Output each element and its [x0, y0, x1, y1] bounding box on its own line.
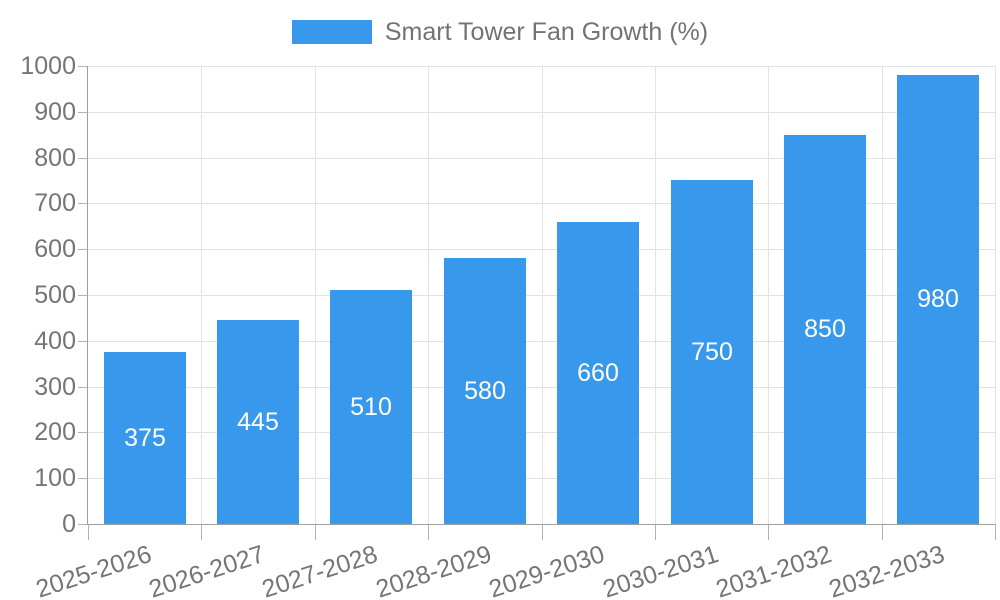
y-tick — [78, 158, 88, 159]
y-gridline — [88, 387, 995, 388]
x-tick-label: 2031-2032 — [712, 540, 836, 600]
y-gridline — [88, 112, 995, 113]
y-tick-label: 300 — [34, 373, 76, 401]
x-tick — [315, 524, 316, 540]
y-tick-label: 400 — [34, 327, 76, 355]
x-tick — [542, 524, 543, 540]
x-gridline — [655, 66, 656, 524]
bar: 750 — [671, 180, 753, 524]
x-tick — [428, 524, 429, 540]
bar: 850 — [784, 135, 866, 524]
y-tick — [78, 295, 88, 296]
x-tick — [995, 524, 996, 540]
y-tick — [78, 66, 88, 67]
y-tick — [78, 432, 88, 433]
x-tick-label: 2026-2027 — [145, 540, 269, 600]
x-tick-label: 2027-2028 — [258, 540, 382, 600]
y-gridline — [88, 66, 995, 67]
x-gridline — [315, 66, 316, 524]
x-tick — [882, 524, 883, 540]
y-tick-label: 200 — [34, 418, 76, 446]
y-tick-label: 1000 — [20, 52, 76, 80]
y-gridline — [88, 203, 995, 204]
bar-value-label: 850 — [804, 315, 846, 343]
bar: 375 — [104, 352, 186, 524]
x-axis-line — [88, 524, 995, 525]
legend-label[interactable]: Smart Tower Fan Growth (%) — [384, 18, 709, 46]
x-gridline — [995, 66, 996, 524]
y-tick-label: 100 — [34, 464, 76, 492]
y-tick-label: 0 — [62, 510, 76, 538]
x-gridline — [882, 66, 883, 524]
y-tick — [78, 387, 88, 388]
y-tick-label: 500 — [34, 281, 76, 309]
y-tick — [78, 524, 88, 525]
x-tick-label: 2028-2029 — [372, 540, 496, 600]
y-tick — [78, 249, 88, 250]
x-gridline — [428, 66, 429, 524]
bar-value-label: 510 — [350, 392, 392, 421]
bar: 660 — [557, 222, 639, 524]
x-tick-label: 2025-2026 — [32, 540, 156, 600]
legend-swatch[interactable] — [291, 20, 372, 44]
x-tick — [655, 524, 656, 540]
bar: 510 — [330, 290, 412, 524]
y-tick-label: 800 — [34, 144, 76, 172]
y-tick — [78, 478, 88, 479]
x-tick — [88, 524, 89, 540]
bar: 980 — [897, 75, 979, 524]
y-tick-label: 700 — [34, 189, 76, 217]
x-gridline — [201, 66, 202, 524]
x-gridline — [768, 66, 769, 524]
bar: 445 — [217, 320, 299, 524]
bar-value-label: 580 — [464, 376, 506, 405]
y-gridline — [88, 432, 995, 433]
y-tick — [78, 203, 88, 204]
bar-value-label: 375 — [124, 423, 166, 452]
y-tick-label: 600 — [34, 235, 76, 263]
bar: 580 — [444, 258, 526, 524]
x-tick-label: 2030-2031 — [599, 540, 723, 600]
x-tick — [201, 524, 202, 540]
x-tick-label: 2029-2030 — [485, 540, 609, 600]
bar-value-label: 980 — [917, 285, 959, 313]
y-gridline — [88, 478, 995, 479]
x-tick-label: 2032-2033 — [825, 540, 949, 600]
y-gridline — [88, 341, 995, 342]
y-gridline — [88, 158, 995, 159]
x-gridline — [542, 66, 543, 524]
y-tick — [78, 112, 88, 113]
y-gridline — [88, 295, 995, 296]
legend: Smart Tower Fan Growth (%) — [0, 18, 1000, 46]
bar-value-label: 660 — [577, 358, 619, 387]
y-tick — [78, 341, 88, 342]
y-axis-line — [87, 66, 88, 525]
x-tick — [768, 524, 769, 540]
y-gridline — [88, 249, 995, 250]
bar-value-label: 445 — [237, 407, 279, 436]
y-tick-label: 900 — [34, 98, 76, 126]
bar-value-label: 750 — [691, 337, 733, 366]
